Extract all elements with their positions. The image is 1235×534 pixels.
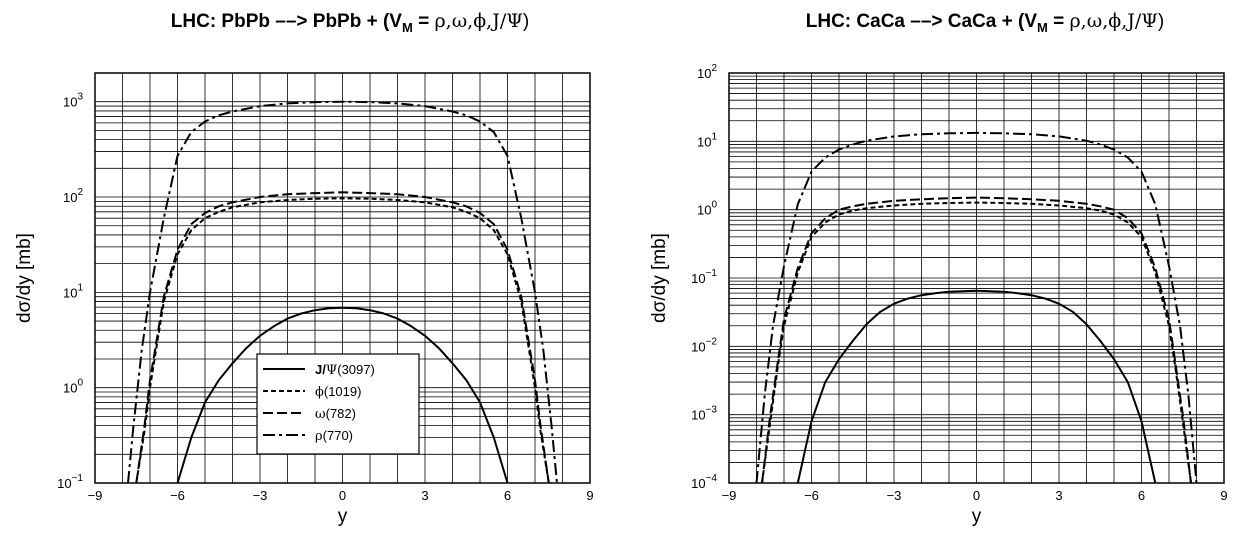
y-tick-label: 103 bbox=[63, 92, 83, 110]
legend: J/Ψ(3097) ϕ(1019) ω(782) ρ(770) bbox=[256, 353, 420, 455]
y-tick-label: 100 bbox=[63, 378, 83, 396]
chart-panel-1: −9 −6 −3 0 3 6 9 10−1 100 101 102 103 y dσ/dy [mb] LHC… bbox=[14, 10, 594, 527]
y-tick-label: 10−4 bbox=[691, 473, 717, 491]
chart-title: LHC: PbPb ––> PbPb + (VM = ρ,ω,ϕ,J/Ψ) bbox=[171, 10, 529, 35]
x-tick-label: 9 bbox=[1220, 488, 1227, 503]
x-tick-label: 3 bbox=[1055, 488, 1062, 503]
y-axis-label: dσ/dy [mb] bbox=[649, 233, 670, 323]
x-axis-label: y bbox=[972, 506, 982, 527]
x-tick-label: −3 bbox=[887, 488, 902, 503]
series-line-dash bbox=[135, 191, 550, 483]
series-line-dot bbox=[761, 201, 1192, 483]
y-tick-label: 10−3 bbox=[691, 405, 717, 423]
y-tick-label: 101 bbox=[697, 131, 717, 149]
plot-frame bbox=[728, 72, 1225, 484]
x-tick-label: 6 bbox=[504, 488, 511, 503]
y-axis-label: dσ/dy [mb] bbox=[14, 233, 35, 323]
x-tick-label: −9 bbox=[88, 488, 103, 503]
y-tick-label: 10−1 bbox=[57, 473, 83, 491]
x-axis-label: y bbox=[338, 506, 348, 527]
x-tick-label: 9 bbox=[586, 488, 593, 503]
series-line-solid bbox=[796, 289, 1157, 483]
x-tick-label: 0 bbox=[339, 488, 346, 503]
legend-entry: ϕ(1019) bbox=[315, 384, 361, 400]
y-tick-label: 102 bbox=[697, 63, 717, 81]
chart-title: LHC: CaCa ––> CaCa + (VM = ρ,ω,ϕ,J/Ψ) bbox=[806, 10, 1165, 35]
series-line-dash bbox=[761, 196, 1192, 483]
series-line-dot bbox=[135, 197, 550, 483]
legend-box bbox=[256, 353, 420, 455]
y-tick-label: 10−2 bbox=[691, 336, 717, 354]
series-group bbox=[755, 131, 1198, 483]
y-tick-label: 10−1 bbox=[691, 268, 717, 286]
y-tick-label: 102 bbox=[63, 187, 83, 205]
x-tick-label: −3 bbox=[253, 488, 268, 503]
x-tick-label: 6 bbox=[1138, 488, 1145, 503]
x-tick-label: −6 bbox=[804, 488, 819, 503]
x-tick-label: −9 bbox=[722, 488, 737, 503]
plot-frame bbox=[94, 72, 591, 484]
series-line-solid bbox=[176, 306, 509, 483]
y-tick-label: 101 bbox=[63, 282, 83, 300]
series-line-dashdot bbox=[755, 131, 1198, 483]
series-line-dashdot bbox=[127, 100, 558, 483]
grid bbox=[729, 73, 1224, 483]
legend-entry: ω(782) bbox=[315, 406, 356, 422]
x-tick-label: 0 bbox=[973, 488, 980, 503]
x-tick-label: −6 bbox=[170, 488, 185, 503]
series-group bbox=[127, 100, 558, 483]
legend-entry: ρ(770) bbox=[315, 428, 353, 444]
legend-entry: J/Ψ(3097) bbox=[315, 362, 375, 378]
chart-panel-2: −9 −6 −3 0 3 6 9 10−4 10−3 10−2 10−1 100 101 102 y dσ/d… bbox=[649, 10, 1228, 527]
x-tick-label: 3 bbox=[421, 488, 428, 503]
y-tick-label: 100 bbox=[697, 200, 717, 218]
